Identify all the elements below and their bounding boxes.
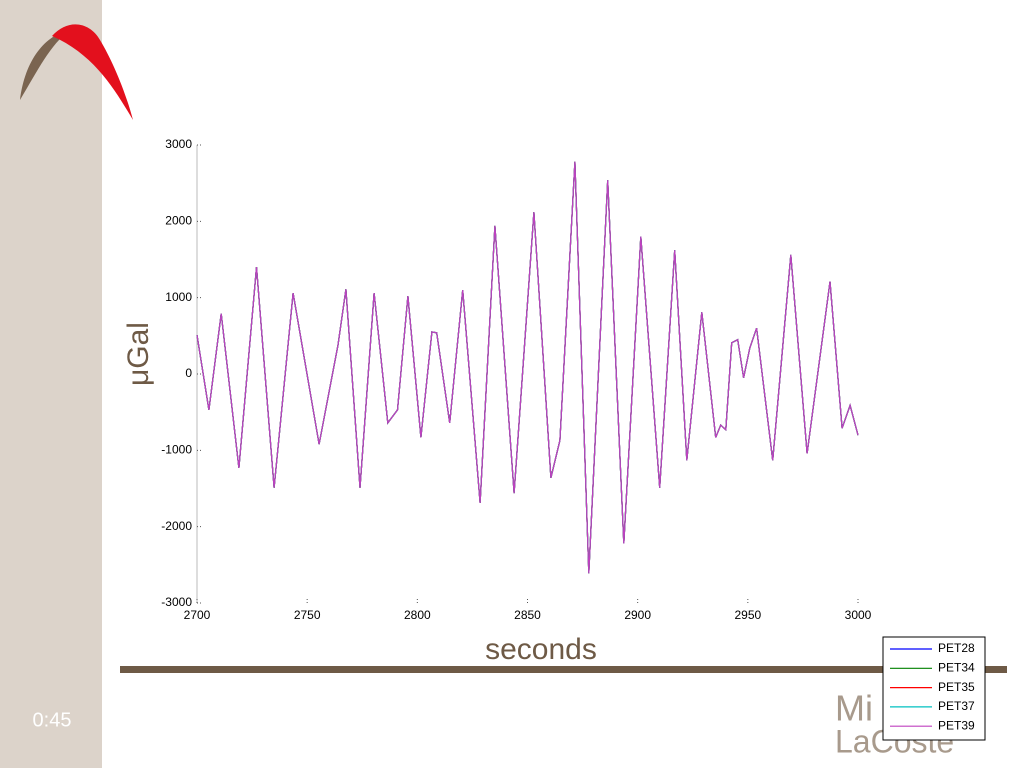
x-tick-label: 2900 xyxy=(624,608,651,622)
legend xyxy=(882,636,986,741)
series-line xyxy=(196,161,859,574)
y-tick-label: 0 xyxy=(185,366,192,380)
y-tick-label: 3000 xyxy=(165,137,192,151)
legend-label: PET28 xyxy=(938,641,975,655)
legend-label: PET34 xyxy=(938,660,975,674)
sidebar xyxy=(0,0,102,768)
x-tick-label: 2750 xyxy=(294,608,321,622)
series-line xyxy=(196,161,859,574)
logo-text: Mi xyxy=(835,688,873,729)
legend-label: PET39 xyxy=(938,718,975,732)
x-tick-label: 2850 xyxy=(514,608,541,622)
x-axis-label: seconds xyxy=(485,633,597,666)
legend-label: PET37 xyxy=(938,699,975,713)
y-tick-label: 1000 xyxy=(165,290,192,304)
divider xyxy=(120,666,1007,673)
legend-label: PET35 xyxy=(938,680,975,694)
y-tick-label: -2000 xyxy=(161,519,192,533)
series-line xyxy=(196,161,859,574)
logo-arc-brown xyxy=(20,30,70,100)
series-line xyxy=(196,161,859,574)
x-tick-label: 2950 xyxy=(734,608,761,622)
y-tick-label: 2000 xyxy=(165,214,192,228)
y-axis-label: μGal xyxy=(122,322,155,386)
y-tick-label: -1000 xyxy=(161,443,192,457)
logo-arc-red xyxy=(52,24,133,120)
series-line xyxy=(196,161,859,574)
y-tick-label: -3000 xyxy=(161,595,192,609)
timer: 0:45 xyxy=(33,709,72,731)
x-tick-label: 2800 xyxy=(404,608,431,622)
x-tick-label: 2700 xyxy=(184,608,211,622)
x-tick-label: 3000 xyxy=(845,608,872,622)
